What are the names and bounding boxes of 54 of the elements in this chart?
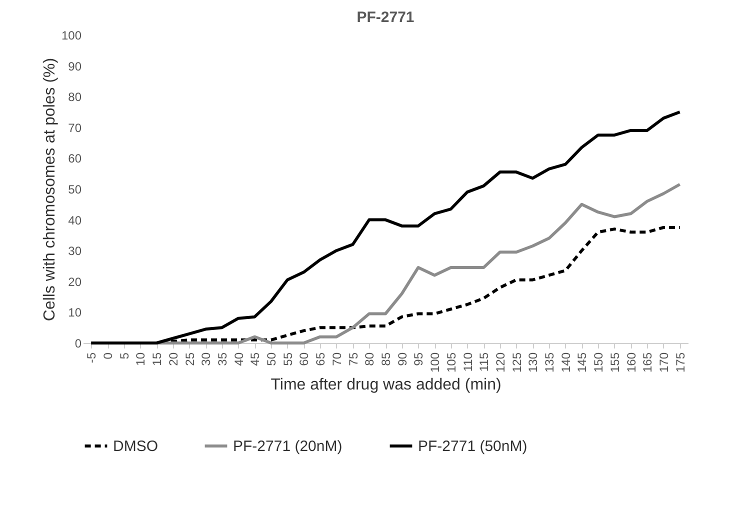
x-tick-label: 40 [232, 352, 246, 366]
legend-label: PF-2771 (20nM) [233, 438, 342, 455]
x-tick-label: 15 [150, 352, 164, 366]
x-tick-label: 125 [510, 352, 524, 373]
x-tick-label: 35 [215, 352, 230, 366]
chart-title: PF-2771 [356, 9, 414, 26]
x-tick-label: 55 [280, 352, 295, 366]
x-tick-label: 120 [493, 352, 508, 373]
x-tick-label: 30 [199, 352, 214, 366]
y-tick-label: 20 [68, 274, 82, 289]
y-tick-label: 30 [68, 244, 82, 258]
x-tick-label: 50 [264, 352, 279, 366]
x-tick-label: 45 [248, 352, 262, 366]
x-tick-label: 175 [673, 352, 688, 373]
x-tick-label: 70 [330, 352, 344, 366]
y-tick-label: 100 [61, 28, 82, 42]
x-tick-label: 60 [297, 352, 312, 366]
x-tick-label: 150 [592, 352, 606, 373]
x-tick-label: 10 [134, 352, 148, 366]
y-tick-label: 60 [68, 152, 82, 166]
x-tick-label: 100 [428, 352, 442, 373]
x-tick-label: 160 [624, 352, 638, 373]
x-tick-label: 85 [379, 352, 393, 366]
x-tick-label: 90 [395, 352, 410, 366]
y-tick-label: 40 [68, 213, 82, 228]
x-tick-label: 5 [117, 352, 132, 360]
x-axis-title: Time after drug was added (min) [270, 376, 502, 394]
x-tick-label: 105 [444, 352, 458, 373]
x-tick-label: 115 [477, 352, 492, 372]
y-tick-label: 50 [68, 182, 82, 196]
legend-label: PF-2771 (50nM) [418, 438, 528, 455]
x-tick-label: 135 [542, 352, 557, 373]
x-tick-label: 0 [101, 352, 116, 360]
x-tick-label: 140 [558, 352, 573, 373]
x-tick-label: 170 [656, 352, 671, 373]
y-tick-label: 70 [68, 120, 82, 135]
x-tick-label: 25 [182, 352, 197, 366]
x-tick-label: 165 [640, 352, 655, 373]
x-tick-label: 75 [346, 352, 360, 366]
x-tick-label: 20 [166, 352, 180, 366]
y-axis-title: Cells with chromosomes at poles (%) [41, 58, 58, 322]
x-tick-label: 95 [412, 352, 426, 366]
x-tick-label: -5 [84, 352, 99, 364]
y-tick-label: 90 [68, 59, 82, 74]
x-tick-label: 155 [608, 352, 622, 373]
y-tick-label: 10 [68, 306, 82, 320]
x-tick-label: 145 [575, 352, 590, 373]
x-tick-label: 130 [526, 352, 540, 373]
y-tick-label: 80 [68, 90, 82, 104]
legend-label: DMSO [113, 438, 158, 455]
x-tick-label: 80 [362, 352, 377, 366]
x-tick-label: 110 [460, 352, 475, 372]
x-tick-label: 65 [314, 352, 328, 366]
y-tick-label: 0 [74, 336, 82, 350]
